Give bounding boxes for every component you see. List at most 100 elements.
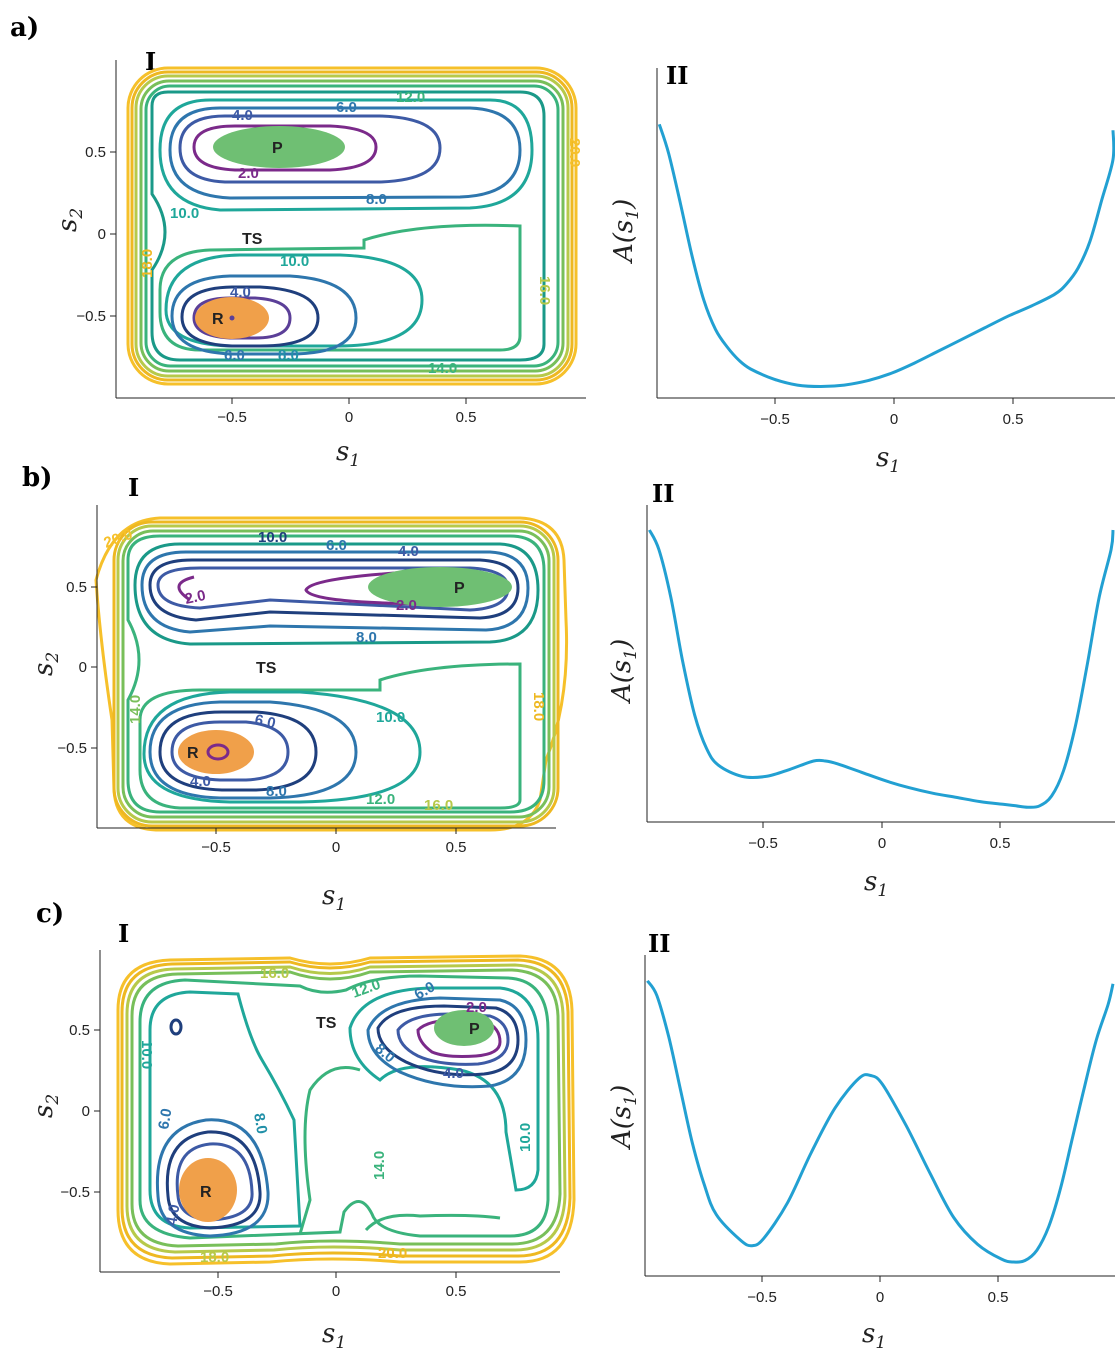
contour-label: 18.0: [530, 692, 547, 721]
panel-a-contour-lines: [126, 66, 578, 386]
reactant-label: R: [200, 1184, 212, 1201]
free-energy-curve: [657, 123, 1115, 389]
contour-line: [121, 529, 551, 819]
contour-label: 16.0: [260, 965, 289, 982]
x-tick-label: 0: [345, 409, 353, 426]
contour-line: [139, 79, 565, 373]
contour-label: 8.0: [278, 347, 299, 364]
x-tick-label: −0.5: [217, 409, 247, 426]
contour-line: [150, 90, 546, 362]
x-tick-label: 0.5: [456, 409, 477, 426]
product-label: P: [469, 1021, 480, 1038]
y-tick-label: 0: [82, 1103, 90, 1120]
contour-line: [148, 700, 358, 800]
reactant-minimum-dot: [229, 315, 235, 321]
product-well: [213, 126, 345, 168]
y-tick-label: −0.5: [60, 1184, 90, 1201]
panel-c: c) I: [29, 899, 1115, 1351]
contour-label: 10.0: [376, 709, 405, 726]
contour-line: [178, 114, 442, 184]
panel-c-contour-sublabel: I: [118, 919, 129, 948]
contour-line: [140, 550, 530, 634]
contour-line: [376, 1004, 520, 1077]
contour-label: 14.0: [127, 695, 144, 724]
reactant-label: R: [212, 311, 224, 328]
reactant-well: [179, 1158, 237, 1222]
contour-label: 14.0: [371, 1151, 388, 1180]
y-tick-label: 0.5: [85, 144, 106, 161]
contour-label: 16.0: [536, 276, 553, 305]
panel-c-label: c): [36, 899, 64, 929]
contour-label: 6.0: [336, 99, 357, 116]
x-tick-label: 0.5: [988, 1289, 1009, 1306]
contour-line: [180, 285, 320, 348]
x-axis-title: s1: [322, 881, 346, 915]
x-tick-label: −0.5: [748, 835, 778, 852]
x-tick-label: 0.5: [990, 835, 1011, 852]
contour-label: 20.0: [378, 1245, 407, 1262]
panel-b-label: b): [22, 463, 52, 493]
contour-line: [142, 690, 422, 804]
contour-line: [158, 223, 522, 352]
y-tick-label: 0: [98, 226, 106, 243]
contour-label: 8.0: [356, 629, 377, 646]
y-axis-title: s2: [29, 652, 63, 676]
panel-a-contour-axes: [110, 60, 586, 404]
contour-line: [130, 70, 574, 382]
contour-label: 16.0: [424, 797, 453, 814]
contour-line: [165, 1130, 262, 1230]
contour-line: [168, 106, 522, 200]
contour-label: 2.0: [396, 597, 417, 614]
panel-b-profile-sublabel: II: [652, 479, 674, 508]
contour-line: [133, 542, 540, 646]
contour-label: 20.0: [566, 138, 583, 167]
y-axis-title: s2: [53, 208, 87, 232]
x-tick-label: 0: [876, 1289, 884, 1306]
y-tick-label: 0.5: [66, 579, 87, 596]
x-tick-label: −0.5: [201, 839, 231, 856]
panel-b-contour-plot: I P R: [29, 473, 569, 915]
panel-b: b) I: [22, 463, 1115, 915]
contour-label: 4.0: [163, 1203, 183, 1226]
x-axis-title: s1: [876, 443, 900, 477]
transition-state-label: TS: [256, 660, 277, 677]
panel-a: a) I P: [10, 13, 1115, 477]
contour-label: 6.0: [155, 1107, 175, 1130]
x-tick-label: 0.5: [446, 1283, 467, 1300]
contour-line: [177, 575, 195, 602]
contour-label: 10.0: [138, 1040, 155, 1069]
panel-a-profile-plot: II −0.5 0 0.5 s1 A(s1): [609, 61, 1115, 477]
contour-line: [158, 98, 534, 212]
y-axis-title: A(s1): [607, 1085, 641, 1150]
contour-line: [348, 986, 540, 1192]
panel-c-contour-labels: 16.0 12.0 6.0 2.0 8.0 4.0 10.0 10.0 6.0 …: [138, 965, 534, 1266]
contour-line: [112, 520, 560, 828]
contour-line: [192, 124, 378, 172]
contour-line: [138, 662, 522, 810]
product-label: P: [272, 140, 283, 157]
x-tick-label: 0.5: [1003, 411, 1024, 428]
contour-label: 4.0: [232, 107, 253, 124]
x-tick-label: 0: [890, 411, 898, 428]
contour-line: [130, 968, 562, 1248]
product-label: P: [454, 580, 465, 597]
contour-line: [126, 534, 546, 814]
contour-label: 8.0: [266, 783, 287, 800]
contour-line: [158, 710, 318, 792]
product-well: [434, 1010, 494, 1046]
y-tick-label: 0: [79, 659, 87, 676]
contour-label: 10.0: [517, 1123, 534, 1152]
panel-a-contour-plot: I P R TS: [53, 47, 586, 471]
panel-b-contour-axes: [91, 505, 556, 834]
contour-label: 4.0: [230, 284, 251, 301]
panel-c-contour-lines: [116, 954, 576, 1266]
contour-line: [170, 274, 358, 356]
x-tick-label: −0.5: [760, 411, 790, 428]
free-energy-curve: [646, 979, 1115, 1264]
x-axis-title: s1: [864, 867, 888, 901]
contour-line: [148, 558, 520, 622]
free-energy-curve: [648, 529, 1115, 809]
x-tick-label: −0.5: [747, 1289, 777, 1306]
contour-line: [125, 963, 567, 1254]
